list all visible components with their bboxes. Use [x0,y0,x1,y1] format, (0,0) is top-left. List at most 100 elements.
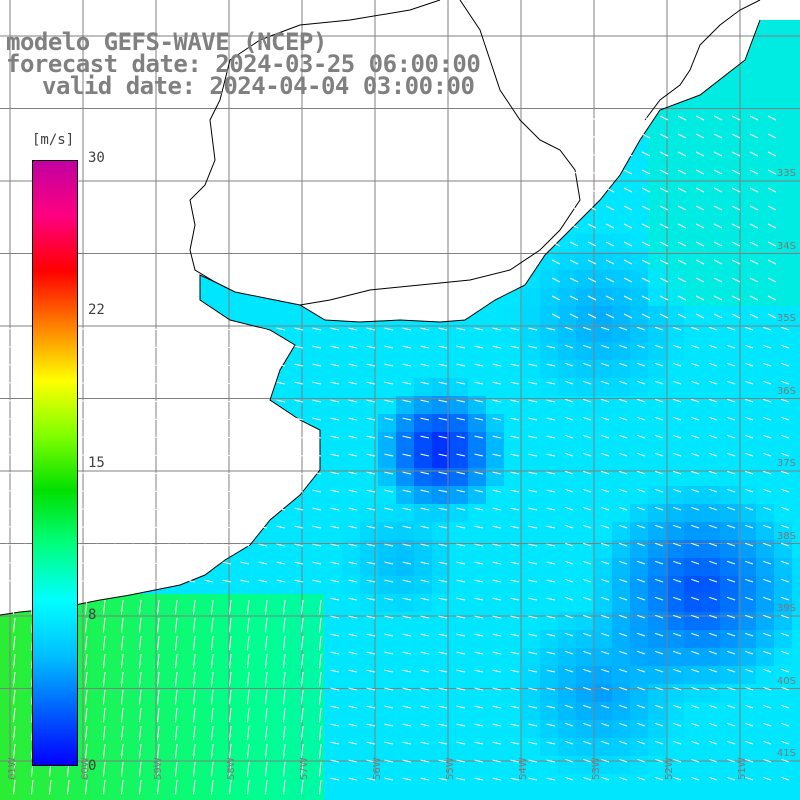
wind-arrow [546,435,556,439]
speed-cell [360,738,378,756]
wind-arrow [619,380,628,385]
speed-cell [324,342,342,360]
speed-cell [612,216,630,234]
wind-arrow [528,669,538,673]
speed-cell [648,522,666,540]
wind-arrow [204,543,214,547]
wind-arrow [510,327,520,331]
wind-arrow [240,507,250,511]
speed-cell [666,414,684,432]
speed-cell [126,756,144,774]
wind-arrow [456,597,466,601]
speed-cell [234,738,252,756]
wind-arrow [727,578,736,583]
wind-arrow [492,777,502,781]
speed-cell [792,522,800,540]
speed-cell [792,612,800,630]
wind-arrow [330,489,340,493]
wind-arrow [168,327,178,331]
speed-cell [738,108,756,126]
wind-arrow [641,169,651,175]
speed-cell [288,324,306,342]
speed-cell [216,648,234,666]
speed-cell [486,414,504,432]
wind-arrow [210,779,214,795]
speed-cell [648,612,666,630]
wind-arrow [727,488,736,493]
wind-arrow [637,758,646,763]
speed-cell [504,540,522,558]
wind-arrow [174,617,178,633]
wind-arrow [510,651,520,655]
wind-arrow [709,524,718,529]
wind-arrow [546,489,556,493]
wind-arrow [402,417,412,421]
wind-arrow [264,617,268,633]
speed-cell [648,144,666,162]
speed-cell [792,594,800,612]
speed-cell [630,432,648,450]
wind-arrow [709,704,718,709]
wind-arrow [605,151,615,157]
speed-cell [378,738,396,756]
speed-cell [792,54,800,72]
wind-arrow [528,363,538,367]
wind-arrow [300,761,304,777]
speed-cell [486,612,504,630]
speed-cell [792,666,800,684]
wind-arrow [745,542,754,547]
wind-arrow [120,707,124,723]
wind-arrow [587,277,597,283]
wind-arrow [637,650,646,655]
speed-cell [432,774,450,792]
wind-arrow [474,345,484,349]
wind-arrow [420,525,430,529]
speed-cell [252,792,270,800]
wind-arrow [156,653,160,669]
speed-cell [684,522,702,540]
speed-cell [594,324,612,342]
wind-arrow [204,453,214,457]
speed-cell [432,378,450,396]
speed-cell [702,126,720,144]
speed-cell [684,612,702,630]
speed-cell [648,648,666,666]
wind-arrow [474,597,484,601]
speed-cell [648,720,666,738]
speed-cell [648,342,666,360]
wind-arrow [276,525,286,529]
speed-cell [792,18,800,36]
wind-arrow [438,741,448,745]
wind-arrow [551,187,561,193]
speed-cell [612,558,630,576]
speed-cell [594,252,612,270]
wind-arrow [348,615,358,619]
speed-cell [738,612,756,630]
wind-arrow [300,725,304,741]
wind-arrow [781,344,790,349]
wind-arrow [709,542,718,547]
speed-cell [720,738,738,756]
speed-cell [792,252,800,270]
wind-arrow [294,471,304,475]
wind-arrow [114,435,124,439]
wind-arrow [510,363,520,367]
speed-cell [684,414,702,432]
speed-cell [360,414,378,432]
wind-arrow [623,277,633,283]
speed-cell [540,792,558,800]
wind-arrow [727,380,736,385]
wind-arrow [114,561,124,565]
wind-arrow [348,381,358,385]
lon-label: 53W [591,757,602,780]
speed-cell [792,234,800,252]
wind-arrow [168,435,178,439]
speed-cell [432,450,450,468]
wind-arrow [192,707,196,723]
wind-arrow [601,740,610,745]
wind-arrow [192,725,196,741]
wind-arrow [348,399,358,403]
wind-arrow [84,599,88,615]
wind-arrow [402,453,412,457]
wind-arrow [677,205,687,211]
